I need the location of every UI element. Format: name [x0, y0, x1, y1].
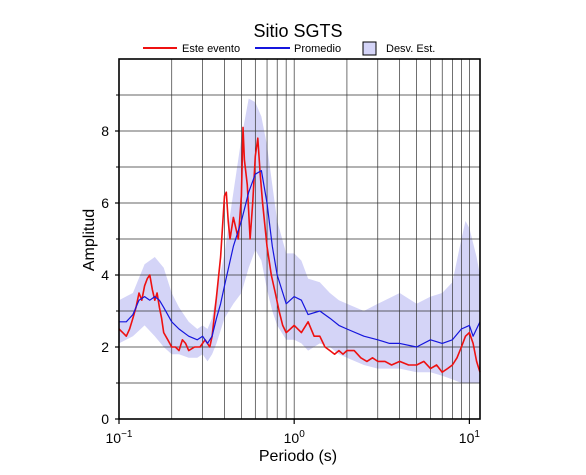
plot-layer: 0 2 4 6 8 10−1 100 101 [101, 58, 481, 446]
x-axis-label: Periodo (s) [259, 448, 337, 465]
legend-label-desv-est: Desv. Est. [386, 43, 435, 55]
series-line-promedio [119, 170, 481, 348]
legend: Este evento Promedio Desv. Est. [143, 41, 435, 56]
legend-swatch-desv-est [362, 41, 377, 56]
series-line-este-evento [118, 126, 481, 373]
x-tick-label: 101 [459, 429, 481, 446]
chart-title: Sitio SGTS [253, 21, 342, 41]
y-tick-label: 4 [101, 267, 109, 283]
legend-label-promedio: Promedio [294, 43, 341, 55]
x-tick-label: 10−1 [106, 429, 133, 446]
y-tick-label: 6 [101, 195, 109, 211]
y-tick-label: 8 [101, 123, 109, 139]
std-dev-band [119, 98, 480, 383]
y-tick-label: 0 [101, 411, 109, 427]
y-tick-label: 2 [101, 339, 109, 355]
legend-label-este-evento: Este evento [182, 43, 240, 55]
y-axis-label: Amplitud [81, 209, 98, 271]
x-tick-label: 100 [284, 429, 306, 446]
